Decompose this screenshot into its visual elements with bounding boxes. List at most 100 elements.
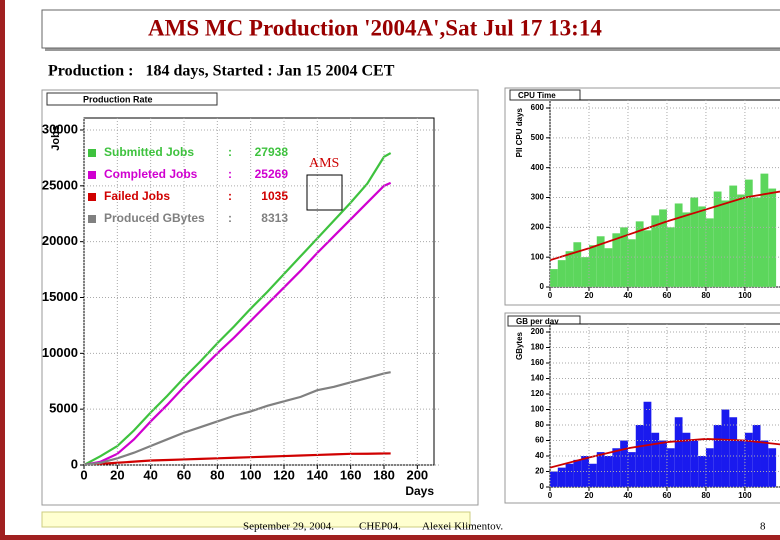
x-tick-label: 40 <box>624 491 633 500</box>
series-line <box>84 452 391 465</box>
y-axis-label: Jobs <box>50 125 62 151</box>
plot <box>84 152 392 465</box>
legend-label: Completed Jobs <box>104 167 198 181</box>
x-tick-label: 40 <box>143 467 157 482</box>
y-tick-label: 10000 <box>42 345 78 360</box>
y-tick-label: 200 <box>531 222 545 231</box>
x-tick-label: 200 <box>406 467 428 482</box>
bar <box>588 463 597 487</box>
bar <box>760 440 769 487</box>
y-tick-label: 200 <box>531 327 545 336</box>
legend-separator: : <box>228 167 232 181</box>
bar <box>627 239 636 287</box>
x-tick-label: 100 <box>738 491 752 500</box>
bar <box>651 215 660 287</box>
y-tick-label: 400 <box>531 163 545 172</box>
bar <box>698 206 706 287</box>
y-tick-label: 30000 <box>42 121 78 136</box>
y-tick-label: 60 <box>535 436 544 445</box>
x-tick-label: 20 <box>585 491 594 500</box>
bar <box>620 227 628 287</box>
bar <box>721 200 730 287</box>
bar <box>705 448 714 487</box>
bar <box>550 269 558 287</box>
bar <box>698 456 706 487</box>
legend-separator: : <box>228 211 232 225</box>
y-tick-label: 80 <box>535 420 544 429</box>
bar <box>752 197 761 287</box>
plot <box>550 401 780 487</box>
x-tick-label: 20 <box>110 467 124 482</box>
page-number: 8 <box>760 521 766 533</box>
bar <box>635 425 644 487</box>
bar <box>768 188 777 287</box>
bar <box>713 191 722 287</box>
bar <box>729 417 738 487</box>
bar <box>729 185 738 287</box>
series-line <box>84 181 392 465</box>
bar <box>737 440 745 487</box>
y-tick-label: 120 <box>531 389 545 398</box>
x-tick-label: 100 <box>738 291 752 300</box>
bar <box>604 248 613 287</box>
y-tick-label: 600 <box>531 103 545 112</box>
bar <box>744 179 753 287</box>
bar <box>581 456 589 487</box>
y-tick-label: 180 <box>531 343 545 352</box>
footer-conf: CHEP04. <box>359 521 401 533</box>
legend-label: Submitted Jobs <box>104 145 194 159</box>
bar <box>651 432 660 487</box>
bar <box>760 173 769 287</box>
bar <box>557 260 566 287</box>
chart-title-box <box>46 92 218 106</box>
plot <box>550 173 780 287</box>
bar <box>557 467 566 487</box>
y-tick-label: 0 <box>540 482 545 491</box>
y-tick-label: 0 <box>71 456 78 471</box>
chart-title: GB per day <box>516 317 559 326</box>
bar <box>666 448 675 487</box>
y-tick-label: 100 <box>531 252 545 261</box>
x-tick-label: 180 <box>373 467 395 482</box>
chart-title-box <box>509 89 581 101</box>
y-axis-label: GBytes <box>515 331 524 360</box>
chart-title: CPU Time <box>518 91 556 100</box>
y-tick-label: 0 <box>540 282 545 291</box>
y-tick-label: 300 <box>531 193 545 202</box>
y-tick-label: 500 <box>531 133 545 142</box>
fit-line <box>550 190 780 262</box>
bar <box>565 251 574 287</box>
x-tick-label: 160 <box>340 467 362 482</box>
series-line <box>84 152 392 465</box>
bar <box>674 417 683 487</box>
y-tick-label: 40 <box>535 451 544 460</box>
legend-label: Failed Jobs <box>104 189 170 203</box>
bar <box>588 245 597 287</box>
legend-value: 1035 <box>261 189 288 203</box>
bar <box>596 236 605 287</box>
x-tick-label: 0 <box>548 491 553 500</box>
y-axis-label: PII CPU days <box>515 107 524 157</box>
legend-marker <box>88 171 96 179</box>
x-tick-label: 60 <box>177 467 191 482</box>
bar <box>565 463 574 487</box>
bar <box>573 242 582 287</box>
bar <box>752 425 761 487</box>
bar <box>659 209 667 287</box>
bar <box>737 194 745 287</box>
title-box <box>41 9 780 49</box>
bar <box>627 452 636 487</box>
bar <box>550 471 558 487</box>
border <box>0 0 5 540</box>
slide-subtitle: Production : 184 days, Started : Jan 15 … <box>48 63 395 80</box>
bar <box>713 425 722 487</box>
bar <box>682 212 691 287</box>
chart-title: Production Rate <box>83 94 153 104</box>
x-tick-label: 40 <box>624 291 633 300</box>
y-tick-label: 100 <box>531 405 545 414</box>
x-tick-label: 120 <box>273 467 295 482</box>
x-axis-label: Days <box>405 484 434 498</box>
footer-author: Alexei Klimentov. <box>422 521 503 533</box>
plot-area <box>83 117 435 466</box>
